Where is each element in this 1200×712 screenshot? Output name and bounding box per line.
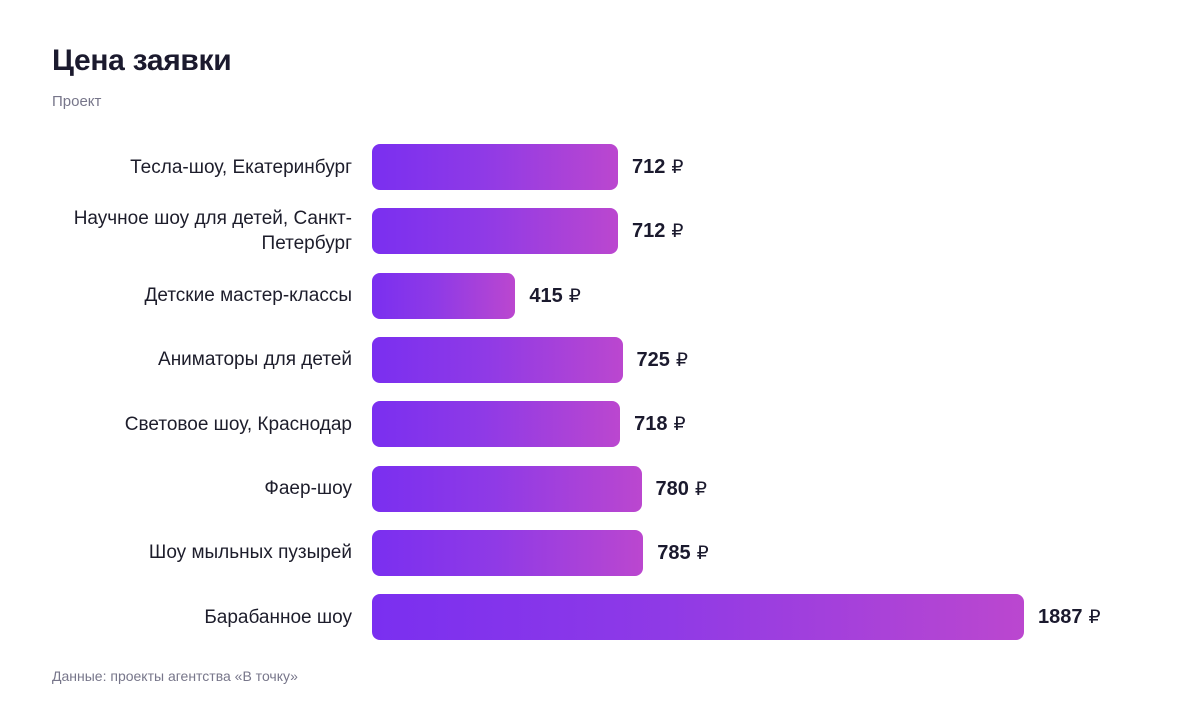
bar — [372, 594, 1024, 641]
bar — [372, 529, 644, 576]
data-source-note: Данные: проекты агентства «В точку» — [52, 668, 298, 684]
data-label: 718 ₽ — [634, 401, 685, 447]
bar — [372, 401, 621, 448]
bar — [372, 465, 642, 512]
data-label-value: 785 — [657, 541, 691, 564]
data-label: 780 ₽ — [656, 466, 707, 512]
category-label: Научное шоу для детей, Санкт-Петербург — [73, 208, 352, 255]
ruble-sign: ₽ — [1088, 607, 1101, 629]
category-label: Детские мастер-классы — [144, 285, 352, 307]
data-label-value: 1887 — [1038, 606, 1083, 629]
ruble-sign: ₽ — [568, 285, 581, 307]
data-label-value: 725 — [636, 348, 670, 371]
ruble-sign: ₽ — [694, 478, 707, 500]
category-label: Тесла-шоу, Екатеринбург — [130, 156, 352, 178]
bar — [372, 272, 516, 319]
data-label-value: 718 — [634, 413, 668, 436]
data-label-value: 712 — [632, 220, 666, 243]
data-label-value: 712 — [632, 156, 666, 178]
ruble-sign: ₽ — [671, 157, 684, 178]
data-label: 785 ₽ — [657, 530, 708, 576]
ruble-sign: ₽ — [696, 542, 709, 564]
ruble-sign: ₽ — [675, 349, 688, 371]
bar — [372, 144, 618, 190]
ruble-sign: ₽ — [671, 221, 684, 243]
data-label: 1887 ₽ — [1038, 594, 1101, 640]
data-label: 725 ₽ — [637, 337, 688, 383]
ruble-sign: ₽ — [673, 414, 686, 436]
chart-subtitle: Проект — [52, 93, 102, 110]
data-label-value: 415 — [529, 284, 563, 307]
category-label: Световое шоу, Краснодар — [124, 413, 352, 435]
data-label: 712 ₽ — [632, 208, 683, 254]
category-label: Фаер-шоу — [264, 478, 352, 499]
category-label: Шоу мыльных пузырей — [148, 542, 352, 564]
data-label: 712 ₽ — [632, 144, 683, 190]
data-label: 415 ₽ — [529, 273, 580, 319]
bar — [372, 336, 623, 383]
data-label-value: 780 — [655, 477, 689, 500]
category-label: Аниматоры для детей — [158, 349, 352, 371]
bar — [372, 208, 618, 255]
category-label: Барабанное шоу — [204, 606, 352, 628]
chart-title: Цена заявки — [52, 44, 232, 77]
